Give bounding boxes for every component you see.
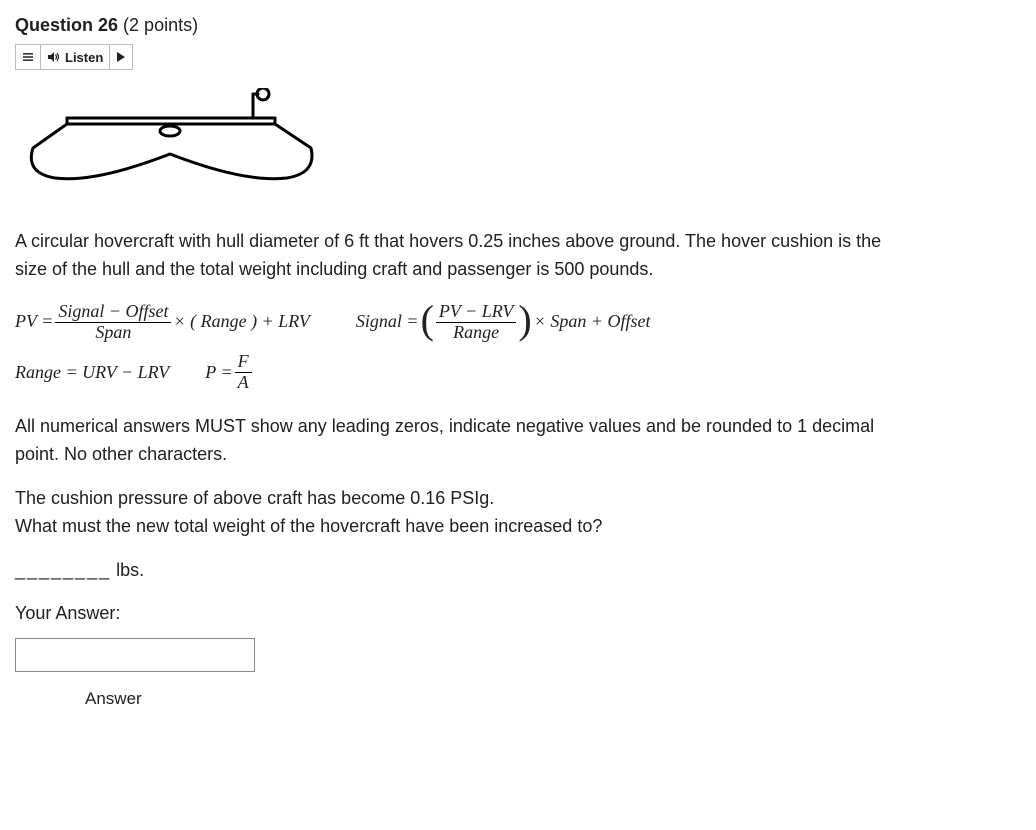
answer-input[interactable] [15, 638, 255, 672]
question-header: Question 26 (2 points) [15, 15, 1021, 36]
formula-signal-tail: × Span + Offset [534, 308, 651, 336]
right-paren: ) [518, 302, 531, 338]
formula-row-1: PV = Signal − Offset Span × ( Range ) + … [15, 302, 885, 343]
formula-signal-label: Signal = [356, 308, 419, 336]
your-answer-label: Your Answer: [15, 600, 885, 628]
instruction-paragraph: All numerical answers MUST show any lead… [15, 413, 885, 469]
denominator: Range [450, 323, 502, 343]
listen-label: Listen [65, 50, 103, 65]
listen-toolbar: Listen [15, 44, 133, 70]
formula-signal: Signal = ( PV − LRV Range ) × Span + Off… [356, 302, 651, 343]
formula-pressure: P = F A [205, 352, 251, 393]
formula-pv: PV = Signal − Offset Span × ( Range ) + … [15, 302, 310, 343]
play-button[interactable] [110, 45, 132, 69]
fraction: PV − LRV Range [436, 302, 517, 343]
formula-pv-tail: × ( Range ) + LRV [173, 308, 309, 336]
menu-button[interactable] [16, 45, 41, 69]
numerator: PV − LRV [436, 302, 517, 323]
unit-label: lbs. [111, 560, 144, 580]
hovercraft-diagram [15, 88, 325, 198]
formula-pv-label: PV = [15, 308, 53, 336]
body-paragraph-1: A circular hovercraft with hull diameter… [15, 228, 885, 284]
question-number: Question 26 [15, 15, 118, 35]
fraction: Signal − Offset Span [55, 302, 171, 343]
denominator: Span [92, 323, 134, 343]
prompt-line-2: What must the new total weight of the ho… [15, 516, 602, 536]
prompt-line-1: The cushion pressure of above craft has … [15, 488, 494, 508]
numerator: F [235, 352, 252, 373]
formula-p-label: P = [205, 359, 232, 387]
play-icon [116, 52, 126, 62]
speaker-icon [47, 50, 61, 64]
answer-blank-line: ________ lbs. [15, 557, 885, 585]
blank-underline: ________ [15, 560, 111, 580]
denominator: A [235, 373, 252, 393]
menu-icon [22, 51, 34, 63]
formula-range: Range = URV − LRV [15, 359, 169, 387]
left-paren: ( [421, 302, 434, 338]
answer-word: Answer [85, 686, 885, 712]
formula-row-2: Range = URV − LRV P = F A [15, 352, 885, 393]
question-points: (2 points) [123, 15, 198, 35]
fraction: F A [235, 352, 252, 393]
numerator: Signal − Offset [55, 302, 171, 323]
prompt-paragraph: The cushion pressure of above craft has … [15, 485, 885, 541]
question-body: A circular hovercraft with hull diameter… [15, 228, 885, 713]
listen-button[interactable]: Listen [41, 45, 110, 69]
